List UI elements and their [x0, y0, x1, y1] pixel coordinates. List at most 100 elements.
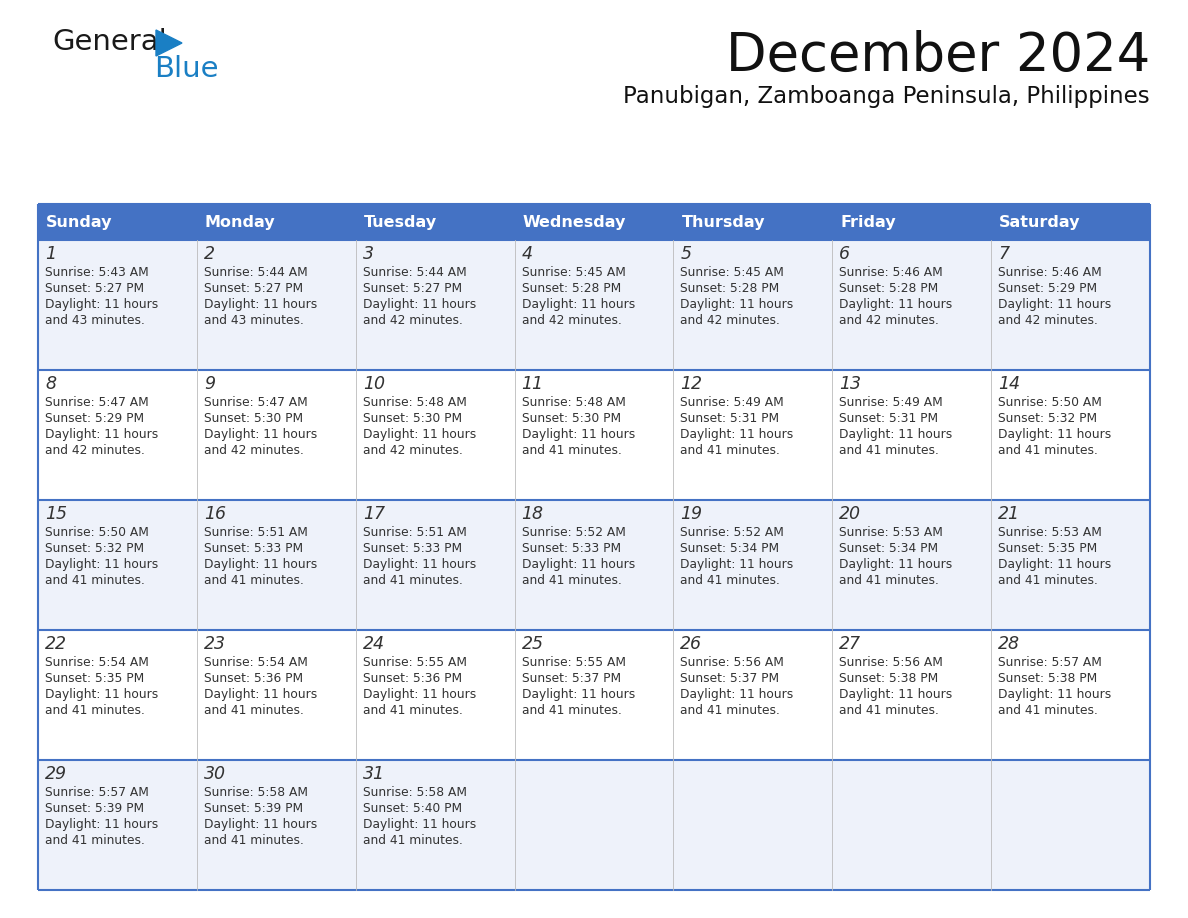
Text: Sunrise: 5:53 AM: Sunrise: 5:53 AM: [839, 526, 943, 539]
Text: and 41 minutes.: and 41 minutes.: [45, 834, 145, 847]
Text: Sunrise: 5:52 AM: Sunrise: 5:52 AM: [522, 526, 625, 539]
Text: and 41 minutes.: and 41 minutes.: [522, 574, 621, 587]
Text: 7: 7: [998, 245, 1009, 263]
Text: 11: 11: [522, 375, 544, 393]
Text: and 41 minutes.: and 41 minutes.: [204, 834, 304, 847]
Text: 23: 23: [204, 635, 226, 653]
Text: Sunday: Sunday: [46, 215, 113, 230]
Bar: [833, 204, 991, 240]
Text: Sunset: 5:30 PM: Sunset: 5:30 PM: [362, 412, 462, 425]
Text: 25: 25: [522, 635, 544, 653]
Text: and 41 minutes.: and 41 minutes.: [45, 704, 145, 717]
Text: 31: 31: [362, 765, 385, 783]
Text: and 41 minutes.: and 41 minutes.: [998, 704, 1098, 717]
Text: Daylight: 11 hours: Daylight: 11 hours: [45, 558, 158, 571]
Text: and 42 minutes.: and 42 minutes.: [522, 314, 621, 327]
Text: 18: 18: [522, 505, 544, 523]
Text: Sunset: 5:38 PM: Sunset: 5:38 PM: [998, 672, 1098, 685]
Bar: [674, 500, 833, 630]
Text: Sunrise: 5:55 AM: Sunrise: 5:55 AM: [522, 656, 626, 669]
Text: Sunrise: 5:52 AM: Sunrise: 5:52 AM: [681, 526, 784, 539]
Text: 22: 22: [45, 635, 67, 653]
Bar: [991, 370, 1150, 500]
Text: Sunrise: 5:49 AM: Sunrise: 5:49 AM: [681, 396, 784, 409]
Text: Sunset: 5:37 PM: Sunset: 5:37 PM: [522, 672, 620, 685]
Text: Sunset: 5:29 PM: Sunset: 5:29 PM: [998, 282, 1098, 295]
Text: Daylight: 11 hours: Daylight: 11 hours: [204, 428, 317, 441]
Bar: [355, 760, 514, 890]
Bar: [514, 500, 674, 630]
Text: Daylight: 11 hours: Daylight: 11 hours: [681, 298, 794, 311]
Text: Sunset: 5:32 PM: Sunset: 5:32 PM: [998, 412, 1098, 425]
Bar: [991, 760, 1150, 890]
Text: and 41 minutes.: and 41 minutes.: [522, 444, 621, 457]
Text: Sunset: 5:28 PM: Sunset: 5:28 PM: [681, 282, 779, 295]
Bar: [197, 370, 355, 500]
Bar: [514, 630, 674, 760]
Text: Daylight: 11 hours: Daylight: 11 hours: [998, 558, 1112, 571]
Text: Sunrise: 5:51 AM: Sunrise: 5:51 AM: [362, 526, 467, 539]
Text: Sunrise: 5:45 AM: Sunrise: 5:45 AM: [681, 266, 784, 279]
Text: Sunset: 5:27 PM: Sunset: 5:27 PM: [204, 282, 303, 295]
Text: 27: 27: [839, 635, 861, 653]
Text: Sunrise: 5:50 AM: Sunrise: 5:50 AM: [998, 396, 1102, 409]
Bar: [514, 760, 674, 890]
Text: Sunset: 5:29 PM: Sunset: 5:29 PM: [45, 412, 144, 425]
Text: Sunset: 5:36 PM: Sunset: 5:36 PM: [362, 672, 462, 685]
Text: Sunset: 5:31 PM: Sunset: 5:31 PM: [839, 412, 939, 425]
Text: General: General: [52, 28, 166, 56]
Text: Sunset: 5:40 PM: Sunset: 5:40 PM: [362, 802, 462, 815]
Text: Sunrise: 5:47 AM: Sunrise: 5:47 AM: [204, 396, 308, 409]
Bar: [38, 240, 197, 370]
Text: Sunset: 5:27 PM: Sunset: 5:27 PM: [45, 282, 144, 295]
Bar: [833, 630, 991, 760]
Text: Sunset: 5:36 PM: Sunset: 5:36 PM: [204, 672, 303, 685]
Text: Daylight: 11 hours: Daylight: 11 hours: [681, 688, 794, 701]
Bar: [38, 370, 197, 500]
Text: 24: 24: [362, 635, 385, 653]
Text: and 42 minutes.: and 42 minutes.: [362, 444, 462, 457]
Text: Tuesday: Tuesday: [364, 215, 437, 230]
Text: and 42 minutes.: and 42 minutes.: [362, 314, 462, 327]
Bar: [197, 240, 355, 370]
Text: and 41 minutes.: and 41 minutes.: [362, 574, 462, 587]
Bar: [833, 500, 991, 630]
Text: Sunset: 5:30 PM: Sunset: 5:30 PM: [204, 412, 303, 425]
Text: Sunrise: 5:43 AM: Sunrise: 5:43 AM: [45, 266, 148, 279]
Text: Sunrise: 5:56 AM: Sunrise: 5:56 AM: [681, 656, 784, 669]
Text: Daylight: 11 hours: Daylight: 11 hours: [362, 428, 476, 441]
Text: Sunset: 5:27 PM: Sunset: 5:27 PM: [362, 282, 462, 295]
Text: Daylight: 11 hours: Daylight: 11 hours: [839, 428, 953, 441]
Text: Daylight: 11 hours: Daylight: 11 hours: [681, 428, 794, 441]
Text: and 41 minutes.: and 41 minutes.: [204, 704, 304, 717]
Text: Sunset: 5:32 PM: Sunset: 5:32 PM: [45, 542, 144, 555]
Text: Sunset: 5:39 PM: Sunset: 5:39 PM: [45, 802, 144, 815]
Text: Sunrise: 5:54 AM: Sunrise: 5:54 AM: [45, 656, 148, 669]
Text: Thursday: Thursday: [682, 215, 765, 230]
Text: and 41 minutes.: and 41 minutes.: [362, 704, 462, 717]
Text: Sunrise: 5:54 AM: Sunrise: 5:54 AM: [204, 656, 308, 669]
Text: and 41 minutes.: and 41 minutes.: [839, 574, 940, 587]
Bar: [674, 630, 833, 760]
Text: Daylight: 11 hours: Daylight: 11 hours: [998, 688, 1112, 701]
Text: Daylight: 11 hours: Daylight: 11 hours: [204, 818, 317, 831]
Text: Sunrise: 5:57 AM: Sunrise: 5:57 AM: [45, 786, 148, 799]
Text: 6: 6: [839, 245, 851, 263]
Text: and 43 minutes.: and 43 minutes.: [204, 314, 304, 327]
Text: and 42 minutes.: and 42 minutes.: [204, 444, 304, 457]
Text: and 41 minutes.: and 41 minutes.: [998, 444, 1098, 457]
Text: 28: 28: [998, 635, 1020, 653]
Text: Daylight: 11 hours: Daylight: 11 hours: [362, 688, 476, 701]
Text: Daylight: 11 hours: Daylight: 11 hours: [839, 298, 953, 311]
Bar: [514, 370, 674, 500]
Text: Sunrise: 5:49 AM: Sunrise: 5:49 AM: [839, 396, 943, 409]
Bar: [355, 500, 514, 630]
Text: Blue: Blue: [154, 55, 219, 83]
Bar: [991, 630, 1150, 760]
Text: 26: 26: [681, 635, 702, 653]
Text: Sunrise: 5:57 AM: Sunrise: 5:57 AM: [998, 656, 1102, 669]
Text: Panubigan, Zamboanga Peninsula, Philippines: Panubigan, Zamboanga Peninsula, Philippi…: [624, 85, 1150, 108]
Bar: [355, 370, 514, 500]
Text: Sunrise: 5:58 AM: Sunrise: 5:58 AM: [204, 786, 308, 799]
Bar: [38, 500, 197, 630]
